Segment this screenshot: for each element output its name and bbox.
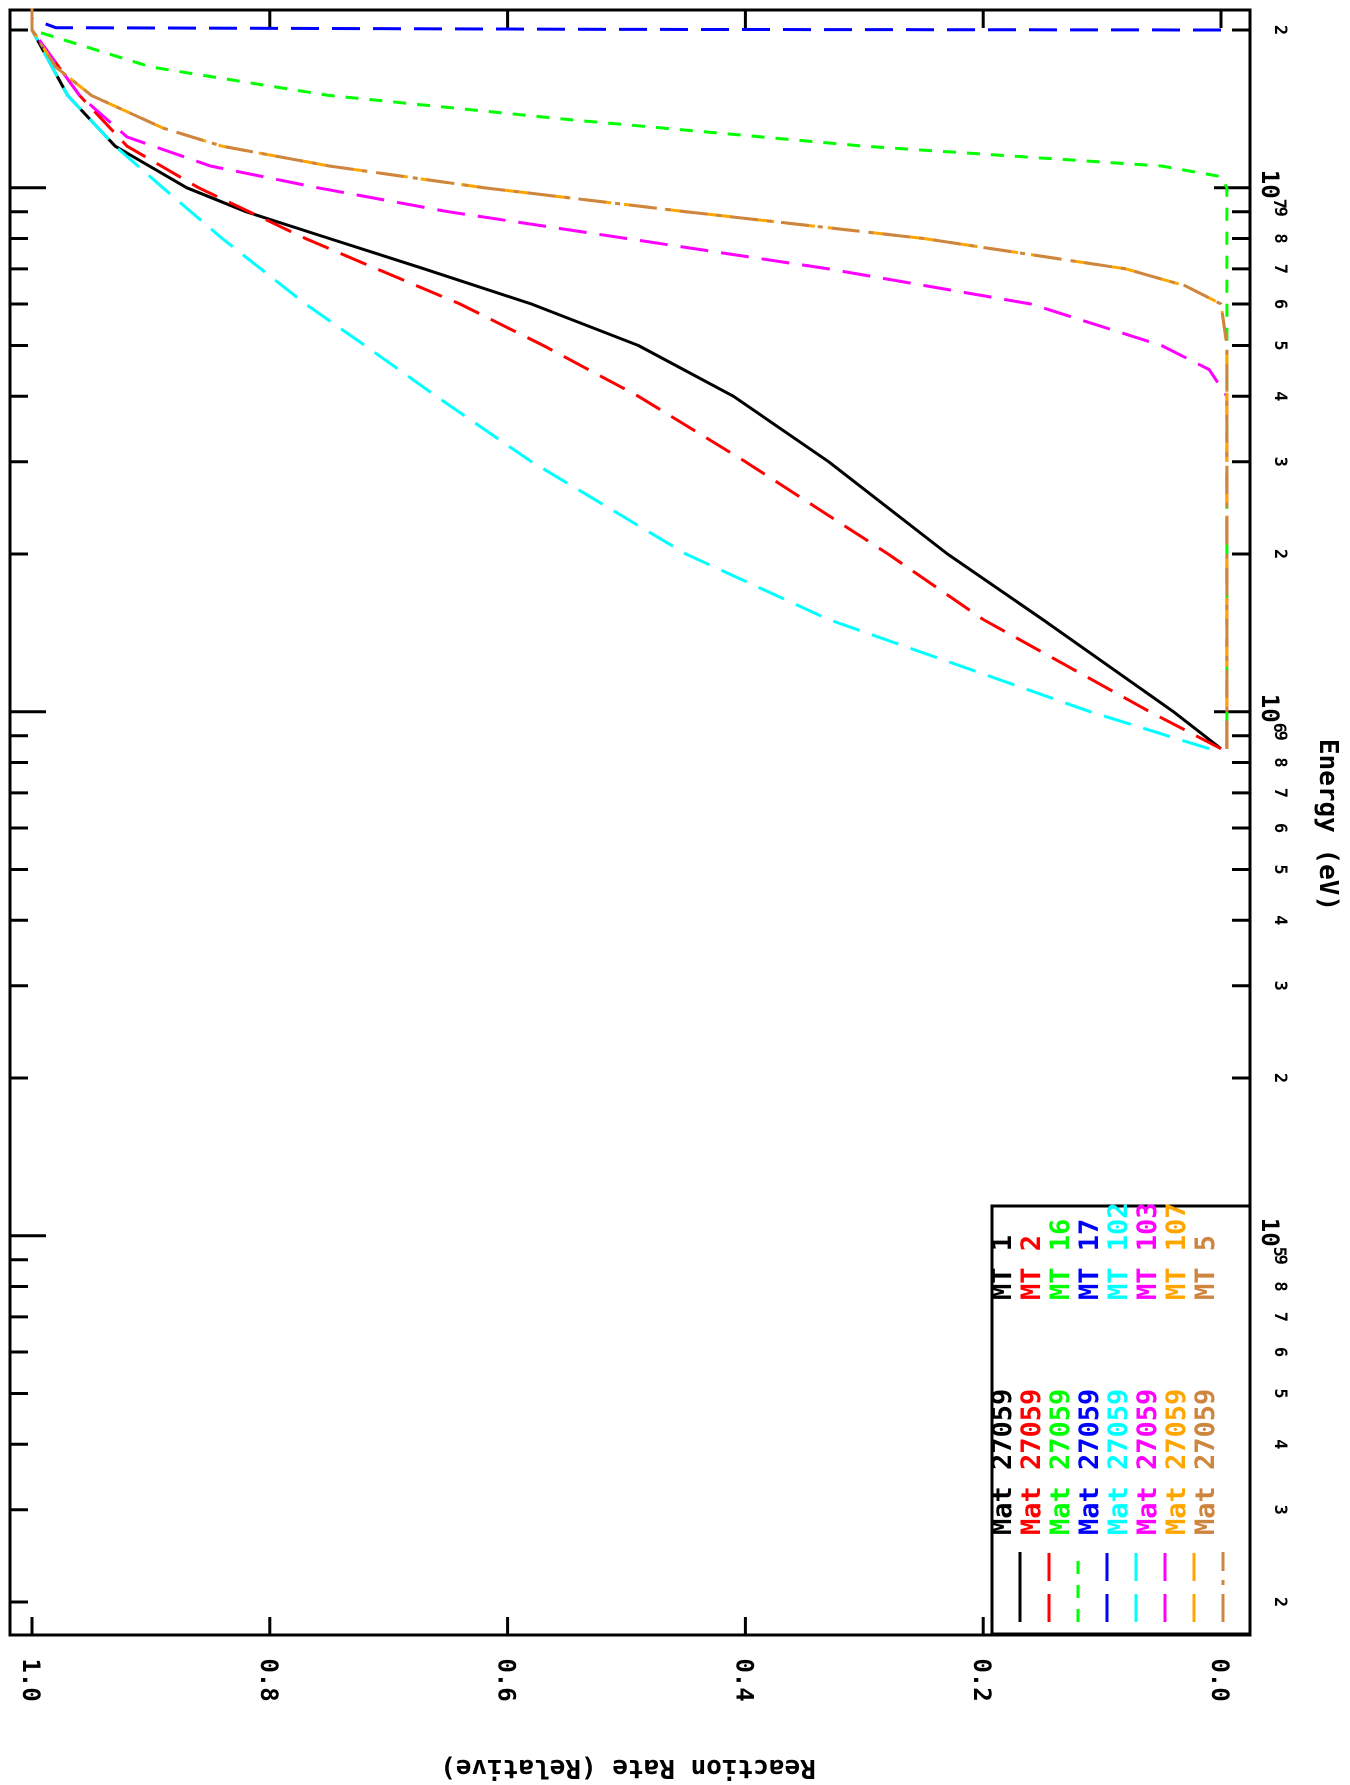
legend-mat-label: Mat 27059: [1132, 1389, 1163, 1535]
x-minor-label: 6: [1270, 1347, 1290, 1357]
y-tick-label: 0.4: [730, 1658, 758, 1701]
legend-box: [990, 1204, 1252, 1636]
x-minor-label: 3: [1270, 1505, 1290, 1515]
x-minor-label: 4: [1270, 915, 1290, 925]
legend-mat-label: Mat 27059: [1074, 1389, 1105, 1535]
series-line-2: [31, 28, 1229, 749]
x-major-label: 105: [1256, 1218, 1289, 1257]
series-layer: [30, 0, 1229, 751]
x-major-label: 107: [1256, 170, 1289, 209]
y-tick-label: 0.2: [968, 1658, 996, 1701]
series-line-5: [30, 29, 1229, 749]
legend-mt-label: MT 5: [1190, 1235, 1221, 1300]
legend-mt-label: MT 17: [1074, 1219, 1105, 1300]
series-line-1: [30, 29, 1222, 751]
legend-mat-label: Mat 27059: [987, 1389, 1018, 1535]
axis-ticks: 0.0 0.2 0.4 0.6 0.8 1.0 2 3 4 5 6 7 8 9 2 3 4 5 6 7 8 9 2 3 4 5 6 7…: [10, 10, 1290, 1702]
x-axis-title: Energy (eV): [1313, 739, 1343, 911]
x-minor-label: 5: [1270, 1388, 1290, 1398]
legend: Mat 27059 MT 1 Mat 27059 MT 2 Mat 27059 MT 16…: [987, 1202, 1252, 1636]
x-minor-label: 4: [1270, 1439, 1290, 1449]
legend-mat-label: Mat 27059: [1045, 1389, 1076, 1535]
series-line-7: [30, 0, 1229, 749]
series-line-6: [30, 0, 1229, 749]
x-minor-label: 9: [1270, 1255, 1290, 1265]
x-minor-label: 7: [1270, 788, 1290, 798]
series-line-4: [30, 29, 1210, 751]
legend-mt-label: MT 2: [1016, 1235, 1047, 1300]
x-major-label: 106: [1256, 694, 1289, 733]
x-minor-label: 5: [1270, 864, 1290, 874]
x-minor-label: 3: [1270, 457, 1290, 467]
legend-mat-label: Mat 27059: [1161, 1389, 1192, 1535]
plot-frame: [8, 8, 1252, 1637]
x-minor-label: 6: [1270, 823, 1290, 833]
legend-mt-label: MT 102: [1103, 1202, 1134, 1300]
y-tick-label: 0.8: [255, 1658, 283, 1701]
x-minor-label: 9: [1270, 731, 1290, 741]
legend-mt-label: MT 16: [1045, 1219, 1076, 1300]
y-tick-label: 0.0: [1206, 1658, 1234, 1701]
legend-mat-label: Mat 27059: [1016, 1389, 1047, 1535]
x-minor-label: 9: [1270, 207, 1290, 217]
x-minor-label: 2: [1270, 1073, 1290, 1083]
x-minor-label: 3: [1270, 981, 1290, 991]
x-minor-label: 2: [1270, 1597, 1290, 1607]
x-minor-label: 2: [1270, 549, 1290, 559]
x-minor-label: 8: [1270, 1281, 1290, 1291]
series-line-3: [31, 17, 1222, 32]
legend-mt-label: MT 107: [1161, 1202, 1192, 1300]
x-minor-label: 8: [1270, 757, 1290, 767]
x-minor-label: 7: [1270, 264, 1290, 274]
y-axis-title: Reaction Rate (Relative): [440, 1753, 816, 1783]
x-minor-label: 2: [1270, 25, 1290, 35]
legend-mt-label: MT 103: [1132, 1202, 1163, 1300]
legend-mat-label: Mat 27059: [1103, 1389, 1134, 1535]
legend-mat-label: Mat 27059: [1190, 1389, 1221, 1535]
x-minor-label: 8: [1270, 233, 1290, 243]
x-minor-label: 4: [1270, 391, 1290, 401]
y-tick-label: 1.0: [17, 1658, 45, 1701]
x-minor-label: 7: [1270, 1312, 1290, 1322]
x-minor-label: 6: [1270, 299, 1290, 309]
legend-mt-label: MT 1: [987, 1235, 1018, 1300]
series-line-0: [30, 29, 1222, 750]
y-tick-label: 0.6: [493, 1658, 521, 1701]
x-minor-label: 5: [1270, 340, 1290, 350]
